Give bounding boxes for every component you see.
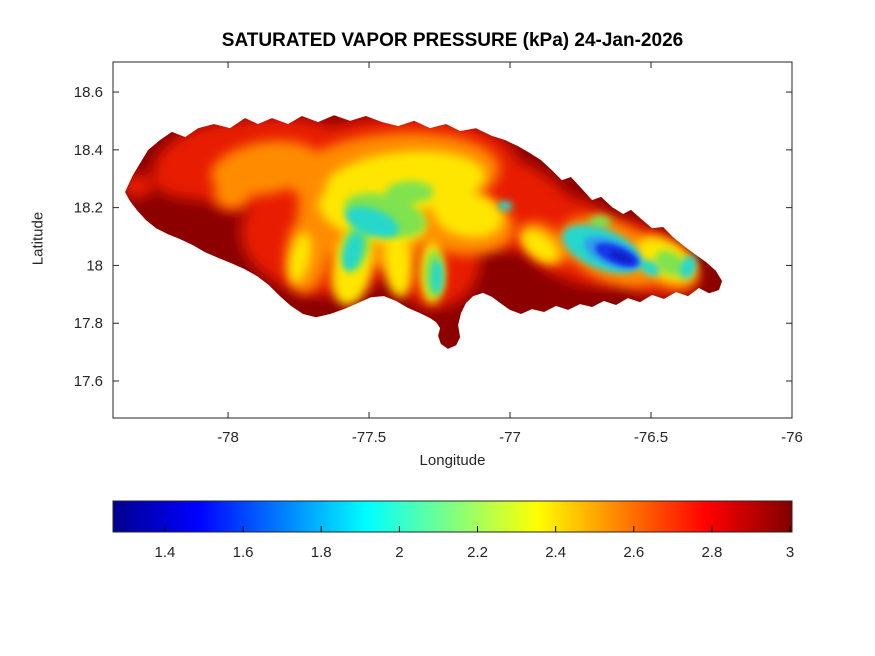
contour-blob [679,255,697,279]
colorbar-gradient [113,501,792,532]
contour-blob [521,229,559,263]
contour-blob [345,206,399,238]
colorbar-tick-label: 2.6 [623,544,644,561]
axes-box [112,61,793,419]
plot-title: SATURATED VAPOR PRESSURE (kPa) 24-Jan-20… [221,30,684,51]
y-tick-label: 18.2 [74,200,103,217]
contour-blob [342,232,364,272]
colorbar-tick-label: 2.2 [467,544,488,561]
colorbar-tick-label: 2 [395,544,403,561]
contour-blob [433,192,503,238]
y-tick-label: 18 [86,257,103,274]
x-axis-label: Longitude [419,452,486,469]
colorbar-tick-label: 1.4 [155,544,176,561]
y-tick-label: 18.6 [74,84,103,101]
y-tick-label: 18.4 [74,142,103,159]
x-tick-label: -77.5 [352,429,386,446]
colorbar-tick-label: 2.8 [701,544,722,561]
x-tick-label: -76.5 [634,429,668,446]
contour-blob [385,181,434,203]
contour-layer-dark-blue [609,251,633,263]
contour-blob [639,259,661,277]
colorbar-tick-label: 2.4 [545,544,566,561]
colorbar-tick-label: 1.8 [311,544,332,561]
colorbar-tick-label: 1.6 [233,544,254,561]
x-tick-label: -77 [499,429,521,446]
colorbar-tick-label: 3 [786,544,794,561]
contour-blob [383,233,413,298]
contour-blob [288,232,312,284]
contour-blob [655,250,685,277]
contour-blob [214,181,250,209]
contour-blob [498,201,513,211]
island-heatmap [125,115,723,349]
contour-blob [125,173,154,199]
x-tick-label: -76 [781,429,803,446]
y-tick-label: 17.8 [74,315,103,332]
y-tick-label: 17.6 [74,373,103,390]
contour-blob [431,260,443,294]
contour-blob [589,215,611,230]
contour-blob [609,251,633,263]
x-tick-label: -78 [217,429,239,446]
colorbar-border [112,500,793,533]
